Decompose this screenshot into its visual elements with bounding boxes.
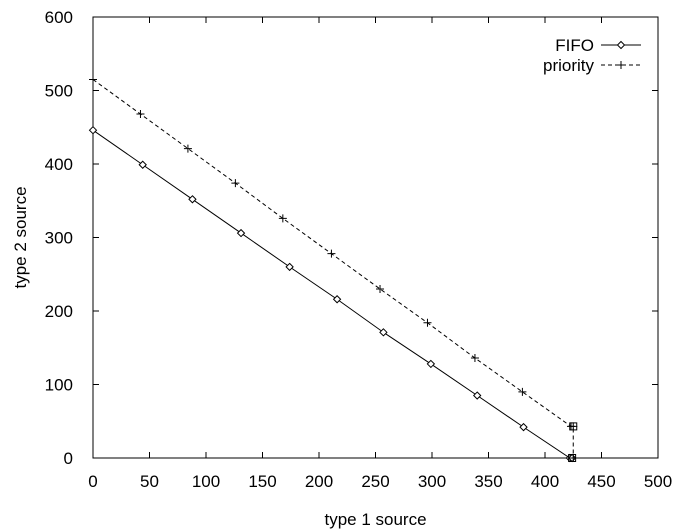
x-tick-label: 450: [587, 472, 615, 491]
data-point-fifo: [520, 424, 527, 431]
x-axis-label: type 1 source: [324, 510, 426, 529]
data-point-priority: [471, 354, 479, 362]
series-line-priority: [93, 79, 573, 458]
data-point-fifo: [334, 296, 341, 303]
legend-label-fifo: FIFO: [555, 36, 594, 55]
plot-frame: [93, 17, 658, 458]
data-point-fifo: [238, 230, 245, 237]
data-point-priority: [327, 250, 335, 258]
data-point-fifo: [286, 263, 293, 270]
y-tick-label: 500: [45, 82, 73, 101]
y-tick-label: 300: [45, 229, 73, 248]
x-tick-label: 150: [248, 472, 276, 491]
x-tick-label: 500: [644, 472, 672, 491]
x-tick-label: 100: [192, 472, 220, 491]
legend-label-priority: priority: [543, 56, 595, 75]
legend-marker-priority: [617, 61, 625, 69]
series-layer: [89, 75, 577, 462]
x-tick-label: 250: [361, 472, 389, 491]
data-point-priority: [89, 75, 97, 83]
y-tick-label: 200: [45, 302, 73, 321]
data-point-priority: [231, 179, 239, 187]
x-tick-label: 350: [474, 472, 502, 491]
data-point-priority: [518, 388, 526, 396]
series-line-fifo: [93, 130, 572, 458]
y-axis-label: type 2 source: [11, 186, 30, 288]
data-point-priority: [569, 422, 577, 430]
data-point-fifo: [189, 196, 196, 203]
x-tick-label: 400: [531, 472, 559, 491]
x-tick-label: 0: [88, 472, 97, 491]
y-tick-label: 400: [45, 155, 73, 174]
data-point-fifo: [427, 360, 434, 367]
legend: FIFO priority: [543, 36, 641, 75]
y-tick-label: 100: [45, 376, 73, 395]
data-point-priority: [376, 285, 384, 293]
data-point-priority: [279, 214, 287, 222]
data-point-priority: [423, 319, 431, 327]
legend-marker-fifo: [618, 42, 625, 49]
axis-ticks: 0 50 100 150 200 250 300 350 400 450 500 0 100 200 300…: [45, 8, 673, 491]
data-point-fifo: [90, 127, 97, 134]
data-point-fifo: [139, 161, 146, 168]
y-tick-label: 600: [45, 8, 73, 27]
x-tick-label: 300: [418, 472, 446, 491]
data-point-priority: [136, 110, 144, 118]
data-point-fifo: [474, 392, 481, 399]
y-tick-label: 0: [64, 449, 73, 468]
data-point-fifo: [380, 329, 387, 336]
data-point-priority: [184, 145, 192, 153]
x-tick-label: 50: [140, 472, 159, 491]
x-tick-label: 200: [305, 472, 333, 491]
